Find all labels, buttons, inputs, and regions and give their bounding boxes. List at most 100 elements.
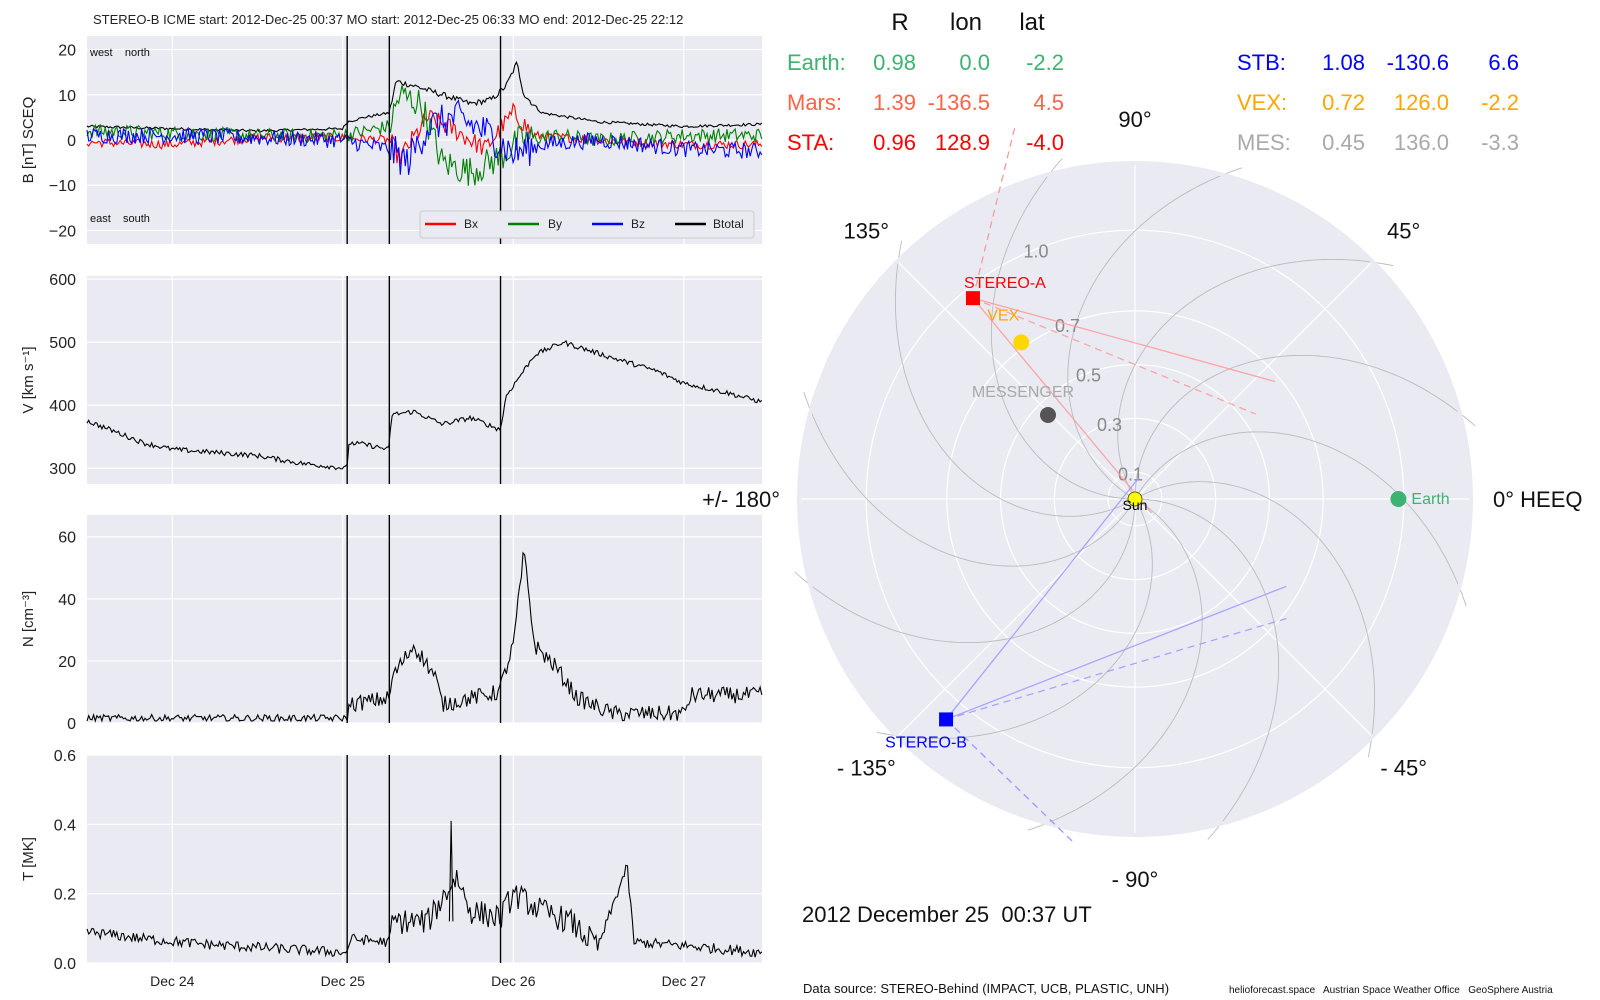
date-label: 2012 December 25 00:37 UT — [802, 902, 1092, 927]
table-cell-lon: 126.0 — [1394, 90, 1449, 115]
connection-line-stb — [945, 477, 1140, 720]
table-row-name: Earth: — [787, 50, 846, 75]
n-y-ticks: 0 20 40 60 — [58, 530, 76, 733]
x-tick-label: Dec 27 — [662, 973, 707, 989]
table-cell-r: 1.39 — [873, 90, 916, 115]
v-event-lines — [346, 276, 502, 484]
v-y-tick-label: 600 — [49, 272, 76, 289]
orbit-plot: 0.1 0.3 0.5 0.7 1.0 0° HEEQ 45° 90° 135° +/- 180… — [702, 107, 1582, 892]
table-cell-lat: -2.2 — [1026, 50, 1064, 75]
t-y-tick-label: 0.4 — [54, 817, 76, 834]
parker-spirals — [794, 158, 1476, 840]
b-annotation-bottom: east south — [90, 213, 150, 225]
marker-sun — [1127, 491, 1143, 507]
n-series — [86, 551, 763, 723]
orbit-angle-label: - 135° — [837, 756, 896, 781]
t-event-lines — [346, 755, 502, 963]
connection-line-stb — [945, 585, 1287, 721]
label-earth: Earth — [1411, 491, 1449, 508]
n-event-lines — [346, 515, 502, 723]
table-cell-lat: -2.2 — [1481, 90, 1519, 115]
spacecraft-connection-lines — [945, 128, 1288, 844]
v-y-label: V [km s⁻¹] — [20, 346, 37, 413]
v-y-tick-label: 400 — [49, 398, 76, 415]
legend-label-bx: Bx — [464, 217, 478, 231]
orbit-angle-label: 0° HEEQ — [1493, 487, 1583, 512]
orbit-angle-label: - 90° — [1112, 867, 1159, 892]
table-cell-r: 0.45 — [1322, 130, 1365, 155]
marker-vex — [1013, 334, 1030, 351]
orbit-r-label: 0.1 — [1118, 464, 1143, 484]
legend-label-btotal: Btotal — [713, 217, 744, 231]
x-tick-label: Dec 25 — [321, 973, 366, 989]
label-sun: Sun — [1123, 497, 1148, 513]
t-y-tick-label: 0.0 — [54, 956, 76, 973]
orbit-r-label: 1.0 — [1023, 242, 1048, 262]
orbit-angle-line — [1134, 498, 1374, 738]
n-y-tick-label: 60 — [58, 530, 76, 547]
t-y-ticks: 0.0 0.2 0.4 0.6 — [54, 748, 76, 973]
label-mes: MESSENGER — [972, 384, 1074, 401]
orbit-radial-labels: 0.1 0.3 0.5 0.7 1.0 — [1023, 242, 1143, 485]
credits: helioforecast.space Austrian Space Weath… — [1229, 985, 1553, 996]
parker-spiral-line — [990, 158, 1134, 500]
t-series — [86, 820, 763, 958]
orbit-angle-line — [1134, 260, 1374, 500]
legend-label-by: By — [548, 217, 562, 231]
table-cell-lat: 6.6 — [1488, 50, 1519, 75]
t-series-t-spike — [448, 820, 454, 922]
label-sta: STEREO-A — [964, 275, 1046, 292]
table-header-lon: lon — [950, 9, 982, 36]
b-y-tick-label: −20 — [49, 223, 76, 240]
table-row-name: STA: — [787, 130, 834, 155]
table-row-name: Mars: — [787, 90, 842, 115]
connection-line-sta — [972, 297, 1152, 514]
connection-line-sta — [972, 297, 1257, 415]
b-annotation-top: west north — [89, 47, 150, 59]
parker-spiral-line — [894, 240, 1135, 517]
table-cell-lon: 136.0 — [1394, 130, 1449, 155]
t-panel: 0.0 0.2 0.4 0.6 T [MK] — [20, 748, 763, 973]
table-row-name: VEX: — [1237, 90, 1287, 115]
b-y-tick-label: −10 — [49, 178, 76, 195]
orbit-r-label: 0.5 — [1076, 365, 1101, 385]
parker-spiral-line — [803, 391, 1135, 567]
parker-spiral-line — [1134, 354, 1476, 498]
b-y-ticks: −20 −10 0 10 20 — [49, 43, 76, 241]
table-cell-lon: -130.6 — [1387, 50, 1449, 75]
orbit-angle-label: 45° — [1387, 218, 1420, 243]
parker-spiral-line — [1135, 431, 1467, 607]
orbit-angle-label: +/- 180° — [702, 487, 780, 512]
orbit-r-label: 0.3 — [1097, 415, 1122, 435]
marker-mes — [1039, 406, 1056, 423]
v-panel: 300 400 500 600 V [km s⁻¹] — [20, 272, 763, 484]
b-y-tick-label: 10 — [58, 88, 76, 105]
v-series — [86, 339, 763, 471]
v-gridlines — [87, 276, 762, 484]
n-series-n — [86, 551, 763, 723]
table-cell-r: 0.98 — [873, 50, 916, 75]
orbit-angle-label: 135° — [844, 218, 890, 243]
t-y-tick-label: 0.2 — [54, 887, 76, 904]
b-series-btotal — [86, 60, 763, 133]
t-panel-background — [87, 755, 762, 963]
n-gridlines — [87, 515, 762, 724]
b-y-tick-label: 20 — [58, 43, 76, 60]
b-legend-box — [419, 210, 755, 239]
b-series-bz — [86, 99, 763, 175]
table-cell-r: 0.96 — [873, 130, 916, 155]
t-gridlines — [87, 754, 762, 964]
orbit-angle-line — [896, 498, 1136, 738]
parker-spiral-line — [1027, 499, 1203, 831]
marker-stb — [939, 712, 954, 727]
v-panel-background — [87, 276, 762, 484]
table-header-lat: lat — [1019, 9, 1045, 36]
table-cell-lat: -4.0 — [1026, 130, 1064, 155]
connection-line-sta-outer — [972, 128, 1016, 299]
table-cell-r: 0.72 — [1322, 90, 1365, 115]
b-legend: Bx By Bz Btotal — [419, 210, 755, 239]
b-panel: −20 −10 0 10 20 west north east south Bx By … — [20, 36, 763, 244]
n-panel-background — [87, 515, 762, 723]
